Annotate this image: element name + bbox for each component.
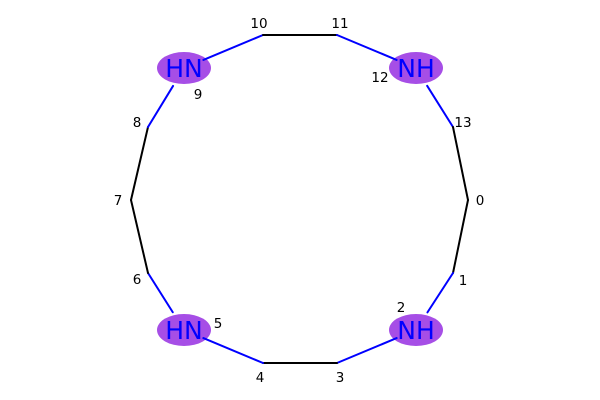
atom-highlight-2 — [389, 314, 443, 346]
bond-12-13 — [426, 84, 454, 128]
bond-8-9 — [147, 84, 175, 128]
atom-label-12: NH — [397, 54, 435, 83]
atom-labels: NH HN HN NH — [165, 54, 435, 345]
bond-5-6 — [147, 272, 174, 314]
atom-index-6: 6 — [133, 272, 142, 288]
atom-index-12: 12 — [371, 70, 388, 86]
bond-6-7 — [130, 199, 149, 274]
atom-highlight-12 — [389, 52, 443, 84]
atom-index-0: 0 — [476, 193, 485, 209]
atom-index-3: 3 — [336, 370, 345, 386]
bond-13-0 — [452, 126, 469, 201]
atom-index-4: 4 — [256, 370, 265, 386]
atom-index-7: 7 — [114, 193, 123, 209]
atom-index-13: 13 — [454, 115, 471, 131]
bond-2-3 — [336, 337, 398, 364]
atom-index-8: 8 — [133, 115, 142, 131]
bond-11-12 — [336, 34, 398, 61]
bond-7-8 — [130, 126, 149, 201]
atom-index-10: 10 — [250, 16, 267, 32]
atom-highlights — [157, 52, 443, 346]
atom-label-5: HN — [165, 316, 203, 345]
atom-label-9: HN — [165, 54, 203, 83]
atom-label-2: NH — [397, 316, 435, 345]
atom-index-9: 9 — [194, 87, 203, 103]
bond-9-10 — [202, 34, 264, 61]
atom-highlight-5 — [157, 314, 211, 346]
bond-4-5 — [202, 337, 264, 364]
bond-1-2 — [426, 272, 454, 314]
atom-highlight-9 — [157, 52, 211, 84]
atom-index-11: 11 — [331, 16, 348, 32]
atom-index-1: 1 — [459, 273, 468, 289]
atom-index-5: 5 — [214, 316, 223, 332]
bond-0-1 — [452, 199, 469, 274]
bonds — [130, 34, 469, 364]
atom-index-2: 2 — [397, 300, 406, 316]
